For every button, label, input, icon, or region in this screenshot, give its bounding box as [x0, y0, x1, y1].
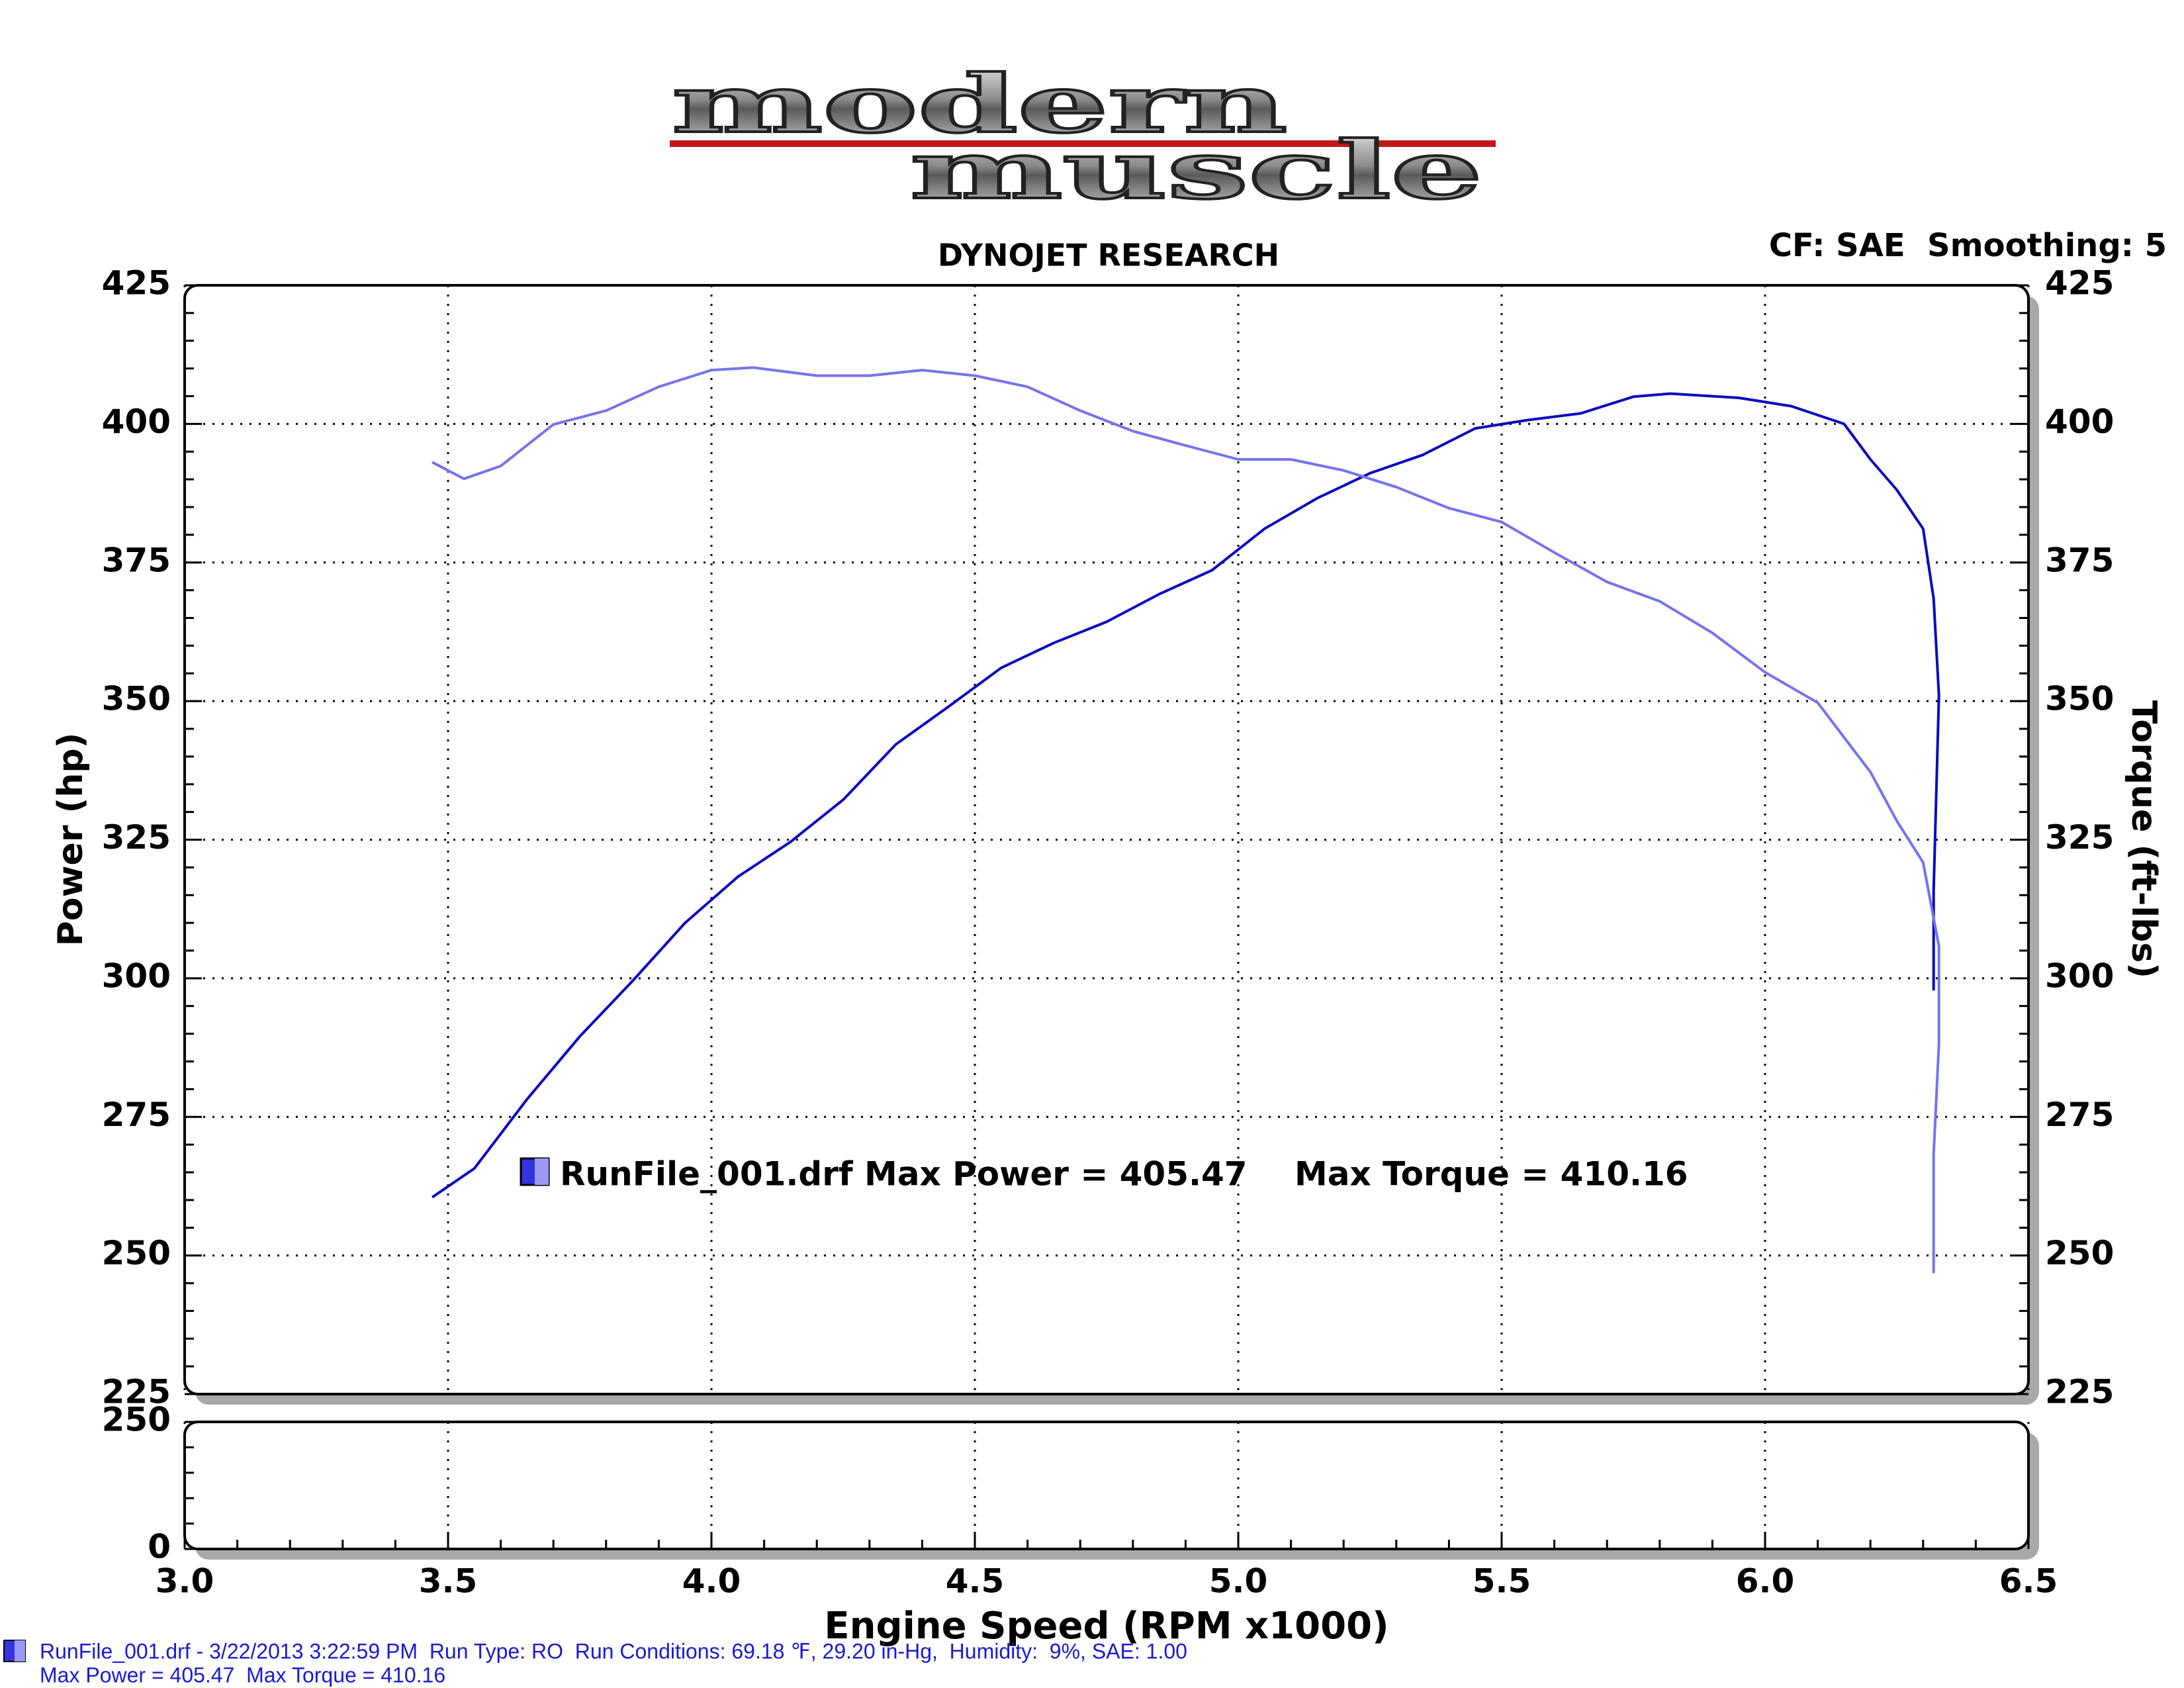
chart-subtitle: CF: SAE Smoothing: 5 — [1769, 227, 2167, 264]
footer-text: Max Power = 405.47 Max Torque = 410.16 — [40, 1663, 445, 1687]
y-tick-label: 275 — [102, 1096, 171, 1134]
x-tick-label: 6.5 — [1999, 1562, 2058, 1601]
x-tick-label: 4.0 — [682, 1562, 741, 1601]
legend-text: RunFile_001.drf Max Power = 405.47 — [560, 1155, 1248, 1194]
y-axis-label: Power (hp) — [51, 733, 91, 947]
x-tick-label: 5.5 — [1473, 1562, 1531, 1601]
y2-tick-label: 425 — [2045, 264, 2114, 303]
y-tick-label: 325 — [102, 818, 171, 857]
lower_y-tick-label: 0 — [148, 1528, 171, 1566]
x-tick-label: 4.5 — [946, 1562, 1005, 1601]
x-axis-label: Engine Speed (RPM x1000) — [824, 1605, 1388, 1648]
logo-bar — [670, 140, 1496, 147]
y2-tick-label: 275 — [2045, 1096, 2114, 1134]
y2-tick-label: 300 — [2045, 957, 2114, 995]
footer-text: RunFile_001.drf - 3/22/2013 3:22:59 PM R… — [40, 1639, 1187, 1663]
y-tick-label: 225 — [102, 1373, 171, 1411]
lower_y-tick-label: 250 — [102, 1401, 171, 1439]
y2-axis-label: Torque (ft-lbs) — [2124, 700, 2163, 978]
legend-text: Max Torque = 410.16 — [1295, 1155, 1688, 1194]
y2-tick-label: 325 — [2045, 818, 2114, 857]
y-tick-label: 375 — [102, 541, 171, 579]
y-tick-label: 425 — [102, 264, 171, 303]
legend-marker — [535, 1158, 549, 1185]
y-tick-label: 250 — [102, 1234, 171, 1272]
logo-text: muscle — [910, 124, 1482, 217]
data-line — [432, 366, 1940, 1274]
x-tick-label: 3.0 — [156, 1562, 214, 1601]
logo-text: modern — [672, 58, 1287, 151]
data-line — [431, 392, 1940, 1199]
x-tick-label: 3.5 — [419, 1562, 478, 1601]
lower-frame — [183, 1421, 2030, 1550]
footer-marker — [15, 1640, 25, 1662]
y-tick-label: 400 — [102, 402, 171, 441]
y-tick-label: 350 — [102, 680, 171, 718]
y2-tick-label: 350 — [2045, 680, 2114, 718]
chart-title: DYNOJET RESEARCH — [938, 238, 1279, 273]
y-tick-label: 300 — [102, 957, 171, 995]
y2-tick-label: 400 — [2045, 402, 2114, 441]
x-tick-label: 6.0 — [1736, 1562, 1795, 1601]
y2-tick-label: 250 — [2045, 1234, 2114, 1272]
x-tick-label: 5.0 — [1209, 1562, 1268, 1601]
y2-tick-label: 225 — [2045, 1373, 2114, 1411]
y2-tick-label: 375 — [2045, 541, 2114, 579]
